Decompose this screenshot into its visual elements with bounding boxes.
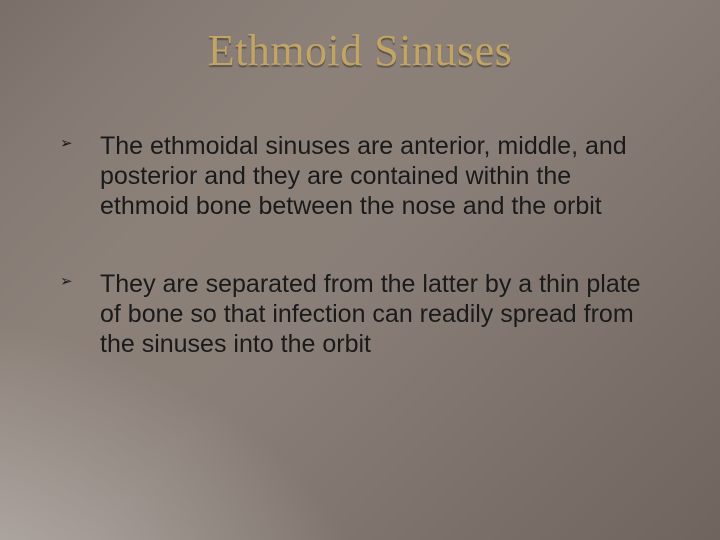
- bullet-list: ➢ The ethmoidal sinuses are anterior, mi…: [60, 131, 660, 359]
- slide: Ethmoid Sinuses ➢ The ethmoidal sinuses …: [0, 0, 720, 540]
- list-item: ➢ The ethmoidal sinuses are anterior, mi…: [60, 131, 650, 221]
- bullet-icon: ➢: [60, 135, 73, 153]
- slide-title: Ethmoid Sinuses: [60, 25, 660, 76]
- bullet-text: They are separated from the latter by a …: [100, 270, 641, 358]
- bullet-icon: ➢: [60, 273, 73, 291]
- bullet-text: The ethmoidal sinuses are anterior, midd…: [100, 132, 627, 220]
- list-item: ➢ They are separated from the latter by …: [60, 269, 650, 359]
